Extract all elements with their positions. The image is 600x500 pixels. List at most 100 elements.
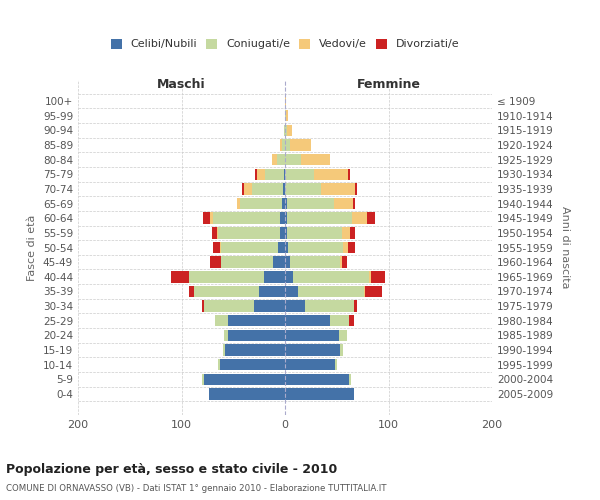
- Bar: [220, 242, 221, 253]
- Bar: [285, 388, 355, 400]
- Bar: [238, 198, 241, 209]
- Bar: [278, 242, 285, 253]
- Bar: [218, 359, 220, 370]
- Y-axis label: Fasce di età: Fasce di età: [28, 214, 37, 280]
- Legend: Celibi/Nubili, Coniugati/e, Vedovi/e, Divorziati/e: Celibi/Nubili, Coniugati/e, Vedovi/e, Di…: [110, 38, 460, 50]
- Bar: [209, 388, 285, 400]
- Text: Popolazione per età, sesso e stato civile - 2010: Popolazione per età, sesso e stato civil…: [6, 462, 337, 475]
- Bar: [349, 374, 351, 385]
- Bar: [265, 271, 285, 282]
- Bar: [285, 212, 287, 224]
- Bar: [285, 95, 286, 106]
- Bar: [287, 227, 342, 238]
- Bar: [334, 198, 353, 209]
- Bar: [314, 168, 348, 180]
- Bar: [212, 242, 220, 253]
- Bar: [352, 212, 367, 224]
- Bar: [215, 315, 228, 326]
- Bar: [224, 330, 228, 341]
- Bar: [228, 315, 285, 326]
- Bar: [355, 183, 358, 194]
- Bar: [348, 168, 350, 180]
- Bar: [342, 256, 347, 268]
- Bar: [211, 212, 212, 224]
- Bar: [254, 300, 285, 312]
- Bar: [202, 300, 204, 312]
- Bar: [340, 256, 342, 268]
- Bar: [241, 198, 282, 209]
- Bar: [277, 154, 285, 166]
- Bar: [282, 198, 285, 209]
- Bar: [221, 256, 272, 268]
- Bar: [290, 139, 311, 150]
- Bar: [288, 242, 343, 253]
- Bar: [244, 183, 252, 194]
- Bar: [335, 359, 337, 370]
- Bar: [285, 359, 335, 370]
- Bar: [252, 183, 283, 194]
- Bar: [285, 271, 293, 282]
- Bar: [287, 212, 352, 224]
- Bar: [285, 256, 290, 268]
- Bar: [259, 286, 285, 297]
- Bar: [287, 124, 292, 136]
- Bar: [339, 330, 347, 341]
- Bar: [225, 344, 285, 356]
- Bar: [285, 227, 287, 238]
- Bar: [272, 256, 285, 268]
- Bar: [355, 300, 358, 312]
- Bar: [204, 374, 285, 385]
- Bar: [220, 359, 285, 370]
- Bar: [301, 154, 329, 166]
- Bar: [242, 183, 244, 194]
- Bar: [189, 271, 265, 282]
- Bar: [305, 300, 355, 312]
- Bar: [353, 198, 355, 209]
- Bar: [223, 344, 225, 356]
- Bar: [211, 256, 221, 268]
- Bar: [321, 183, 355, 194]
- Bar: [189, 286, 194, 297]
- Bar: [285, 139, 290, 150]
- Bar: [285, 110, 286, 122]
- Bar: [287, 198, 334, 209]
- Bar: [285, 344, 340, 356]
- Bar: [365, 286, 382, 297]
- Bar: [265, 168, 284, 180]
- Bar: [255, 168, 257, 180]
- Bar: [342, 227, 350, 238]
- Bar: [285, 154, 301, 166]
- Bar: [293, 271, 369, 282]
- Bar: [329, 315, 349, 326]
- Bar: [217, 227, 218, 238]
- Bar: [221, 242, 278, 253]
- Bar: [280, 212, 285, 224]
- Bar: [203, 212, 211, 224]
- Bar: [285, 183, 321, 194]
- Bar: [257, 168, 265, 180]
- Bar: [280, 227, 285, 238]
- Bar: [349, 315, 355, 326]
- Bar: [364, 286, 365, 297]
- Bar: [350, 227, 355, 238]
- Bar: [194, 286, 259, 297]
- Bar: [298, 286, 364, 297]
- Bar: [282, 139, 285, 150]
- Bar: [284, 168, 285, 180]
- Bar: [285, 124, 287, 136]
- Bar: [371, 271, 385, 282]
- Text: Maschi: Maschi: [157, 78, 206, 90]
- Bar: [283, 183, 285, 194]
- Bar: [367, 212, 375, 224]
- Bar: [204, 300, 254, 312]
- Bar: [369, 271, 371, 282]
- Y-axis label: Anni di nascita: Anni di nascita: [560, 206, 570, 289]
- Bar: [280, 139, 282, 150]
- Bar: [285, 286, 298, 297]
- Bar: [212, 227, 217, 238]
- Bar: [285, 330, 339, 341]
- Bar: [218, 227, 280, 238]
- Bar: [272, 154, 277, 166]
- Bar: [285, 242, 288, 253]
- Bar: [202, 374, 204, 385]
